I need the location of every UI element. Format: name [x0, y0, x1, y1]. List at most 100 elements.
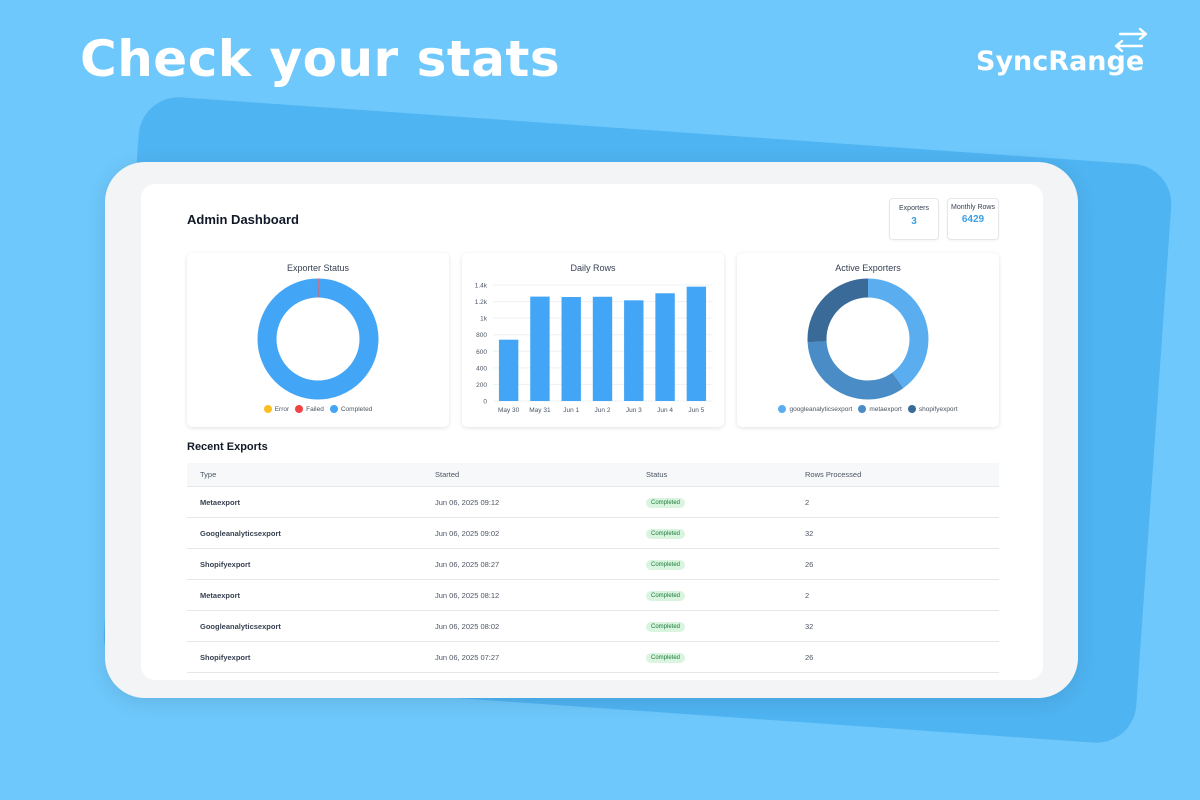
legend-label: googleanalyticsexport — [789, 405, 853, 413]
x-tick-label: Jun 1 — [563, 407, 579, 414]
x-tick-label: Jun 5 — [688, 407, 704, 414]
status-badge: Completed — [646, 528, 686, 539]
y-tick-label: 1.2k — [475, 299, 488, 306]
promo-headline: Check your stats — [80, 30, 561, 88]
y-tick-label: 600 — [476, 349, 487, 356]
cell-rows-processed: 2 — [805, 497, 810, 507]
bar[interactable] — [686, 286, 707, 401]
table-row[interactable]: Googleanalyticsexport Jun 06, 2025 08:02… — [187, 611, 999, 642]
legend-label: Completed — [340, 405, 373, 413]
donut-slice-shopifyexport[interactable] — [807, 278, 929, 400]
chart-title: Active Exporters — [835, 263, 901, 273]
x-tick-label: Jun 4 — [657, 407, 673, 414]
legend-item-googleanalyticsexport[interactable]: googleanalyticsexport — [778, 405, 852, 413]
stat-value: 3 — [911, 216, 917, 227]
cell-started: Jun 06, 2025 08:12 — [435, 590, 500, 600]
stat-label: Exporters — [899, 205, 929, 212]
table-header: Type Started Status Rows Processed — [187, 463, 999, 487]
legend-swatch — [907, 405, 916, 413]
stat-label: Monthly Rows — [951, 204, 995, 211]
status-badge: Completed — [646, 621, 686, 632]
cell-type: Shopifyexport — [200, 559, 251, 569]
cell-rows-processed: 2 — [805, 590, 810, 600]
column-header-rows-processed[interactable]: Rows Processed — [805, 470, 862, 479]
legend-label: metaexport — [869, 405, 902, 413]
column-header-started[interactable]: Started — [435, 470, 460, 479]
column-header-status[interactable]: Status — [646, 470, 668, 479]
table-row[interactable]: Shopifyexport Jun 06, 2025 07:27 Complet… — [187, 642, 999, 673]
y-tick-label: 200 — [476, 382, 487, 389]
daily-rows-card: Daily Rows 0 200 400 600 800 1k 1.2k 1.4k May 30… — [462, 253, 724, 427]
cell-type: Googleanalyticsexport — [200, 528, 281, 538]
page-title: Admin Dashboard — [187, 212, 299, 227]
donut-slice-completed[interactable] — [257, 278, 379, 400]
brand-logo-text: SyncRange — [976, 46, 1145, 77]
status-badge: Completed — [646, 559, 686, 570]
cell-rows-processed: 26 — [805, 559, 814, 569]
bar[interactable] — [624, 300, 644, 401]
cell-type: Metaexport — [200, 497, 241, 507]
legend-swatch — [858, 405, 867, 413]
legend-item-completed[interactable]: Completed — [329, 405, 373, 413]
cell-type: Metaexport — [200, 590, 241, 600]
cell-started: Jun 06, 2025 08:27 — [435, 559, 500, 569]
y-tick-label: 1k — [480, 316, 488, 323]
bar[interactable] — [498, 339, 519, 401]
stat-card-exporters[interactable]: Exporters 3 — [889, 198, 939, 240]
daily-rows-bar-chart: 0 200 400 600 800 1k 1.2k 1.4k May 30 May 31 Jun 1… — [475, 283, 712, 414]
status-badge: Completed — [646, 652, 686, 663]
chart-title: Daily Rows — [570, 263, 616, 273]
cell-rows-processed: 32 — [805, 528, 814, 538]
bar[interactable] — [592, 296, 613, 401]
chart-title: Exporter Status — [286, 263, 350, 273]
table-row[interactable]: Metaexport Jun 06, 2025 08:12 Completed … — [187, 580, 999, 611]
legend-item-metaexport[interactable]: metaexport — [858, 405, 902, 413]
recent-exports-table: Type Started Status Rows Processed Metae… — [187, 463, 999, 673]
legend-swatch — [329, 405, 338, 413]
bar[interactable] — [561, 297, 581, 401]
y-tick-label: 800 — [476, 332, 487, 339]
tablet-frame: Admin Dashboard Exporters 3 Monthly Rows… — [105, 162, 1078, 698]
cell-started: Jun 06, 2025 09:12 — [435, 497, 500, 507]
cell-started: Jun 06, 2025 08:02 — [435, 621, 500, 631]
legend-label: Failed — [306, 405, 324, 413]
cell-rows-processed: 26 — [805, 652, 814, 662]
legend-label: Error — [274, 405, 290, 413]
exporter-status-donut — [257, 278, 379, 400]
chart-legend: googleanalyticsexport metaexport shopify… — [737, 405, 999, 413]
stat-card-monthly-rows[interactable]: Monthly Rows 6429 — [947, 198, 999, 240]
legend-swatch — [778, 405, 787, 413]
cell-rows-processed: 32 — [805, 621, 814, 631]
chart-legend: Error Failed Completed — [187, 405, 449, 413]
legend-label: shopifyexport — [918, 405, 958, 413]
donut-slice-metaexport[interactable] — [807, 278, 929, 400]
cell-started: Jun 06, 2025 07:27 — [435, 652, 500, 662]
legend-swatch — [295, 405, 304, 413]
y-tick-label: 0 — [483, 399, 487, 406]
cell-started: Jun 06, 2025 09:02 — [435, 528, 500, 538]
column-header-type[interactable]: Type — [200, 470, 217, 479]
bar[interactable] — [655, 293, 675, 401]
legend-swatch — [263, 405, 272, 413]
legend-item-failed[interactable]: Failed — [295, 405, 324, 413]
table-row[interactable]: Googleanalyticsexport Jun 06, 2025 09:02… — [187, 518, 999, 549]
x-tick-label: Jun 2 — [595, 407, 611, 414]
cell-type: Googleanalyticsexport — [200, 621, 281, 631]
table-row[interactable]: Metaexport Jun 06, 2025 09:12 Completed … — [187, 487, 999, 518]
y-tick-label: 400 — [476, 365, 487, 372]
stat-value: 6429 — [961, 214, 985, 225]
status-badge: Completed — [646, 497, 686, 508]
active-exporters-card: Active Exporters googleanalyticsexport m… — [737, 253, 999, 427]
active-exporters-donut — [807, 278, 929, 400]
status-badge: Completed — [646, 590, 686, 601]
table-row[interactable]: Shopifyexport Jun 06, 2025 08:27 Complet… — [187, 549, 999, 580]
x-tick-label: May 30 — [498, 407, 520, 414]
recent-exports-title: Recent Exports — [187, 441, 268, 453]
legend-item-error[interactable]: Error — [263, 405, 290, 413]
dashboard-screen: Admin Dashboard Exporters 3 Monthly Rows… — [141, 184, 1043, 680]
x-tick-label: Jun 3 — [626, 407, 642, 414]
y-tick-label: 1.4k — [475, 283, 488, 290]
x-tick-label: May 31 — [529, 407, 551, 414]
legend-item-shopifyexport[interactable]: shopifyexport — [907, 405, 958, 413]
bar[interactable] — [530, 296, 550, 401]
